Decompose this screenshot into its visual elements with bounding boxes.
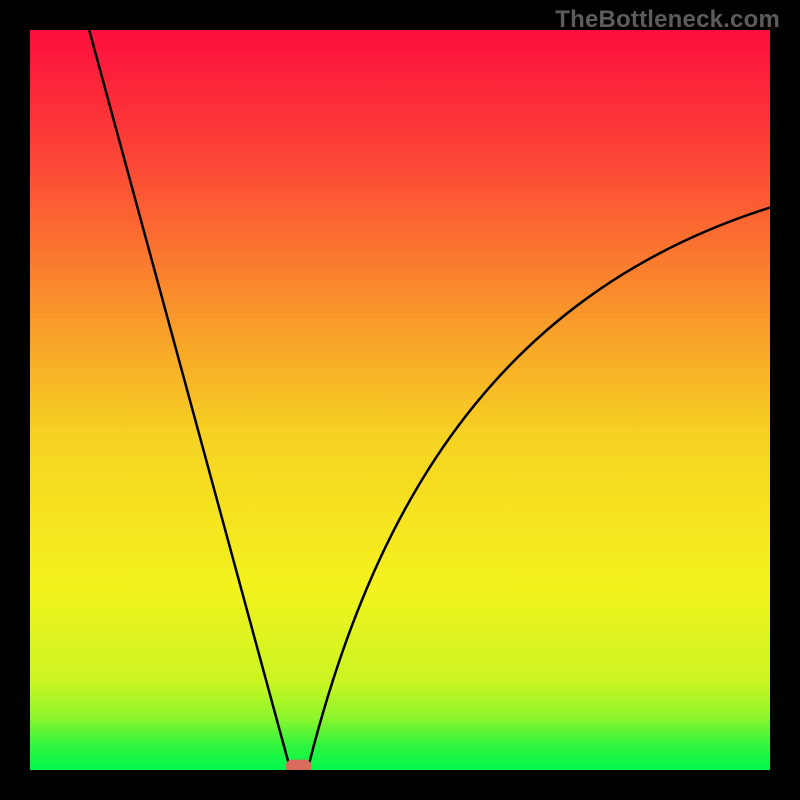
- outer-frame: TheBottleneck.com: [0, 0, 800, 800]
- bottleneck-chart: [30, 30, 770, 770]
- chart-container: [30, 30, 770, 770]
- min-marker: [286, 760, 312, 770]
- gradient-background: [30, 30, 770, 770]
